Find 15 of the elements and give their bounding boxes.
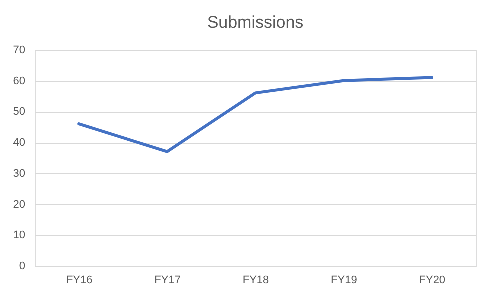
y-tick-label: 40 bbox=[13, 137, 26, 150]
y-tick-label: 20 bbox=[13, 198, 26, 211]
chart-title: Submissions bbox=[207, 13, 304, 32]
x-tick-label: FY16 bbox=[66, 274, 93, 286]
y-tick-label: 50 bbox=[13, 106, 26, 118]
x-tick-label: FY19 bbox=[331, 274, 358, 286]
x-tick-label: FY17 bbox=[154, 274, 181, 286]
y-tick-label: 10 bbox=[13, 230, 26, 242]
x-tick-label: FY20 bbox=[419, 274, 446, 286]
y-tick-label: 0 bbox=[19, 260, 26, 272]
y-tick-label: 60 bbox=[13, 75, 26, 88]
y-tick-label: 70 bbox=[13, 44, 26, 56]
line-series bbox=[78, 76, 434, 154]
x-tick-label: FY18 bbox=[242, 274, 270, 286]
y-tick-label: 30 bbox=[13, 168, 26, 180]
